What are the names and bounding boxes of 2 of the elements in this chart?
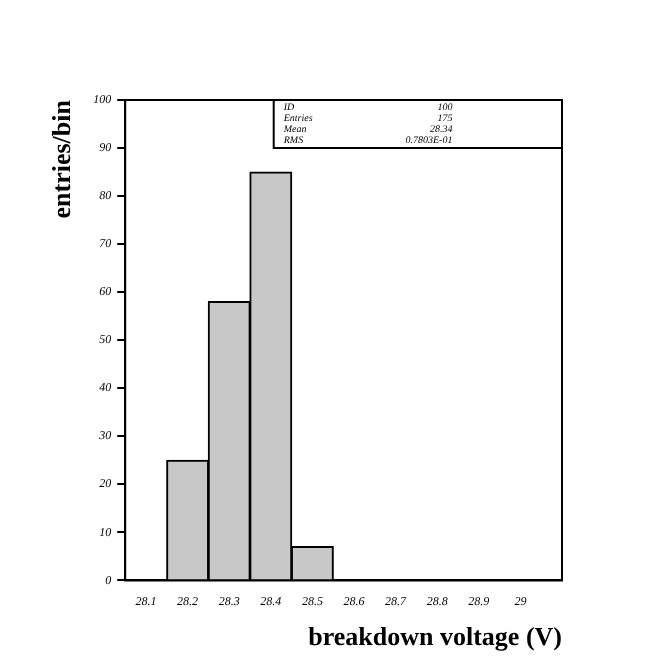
y-axis-title: entries/bin <box>46 98 77 219</box>
x-axis-title: breakdown voltage (V) <box>308 621 562 652</box>
